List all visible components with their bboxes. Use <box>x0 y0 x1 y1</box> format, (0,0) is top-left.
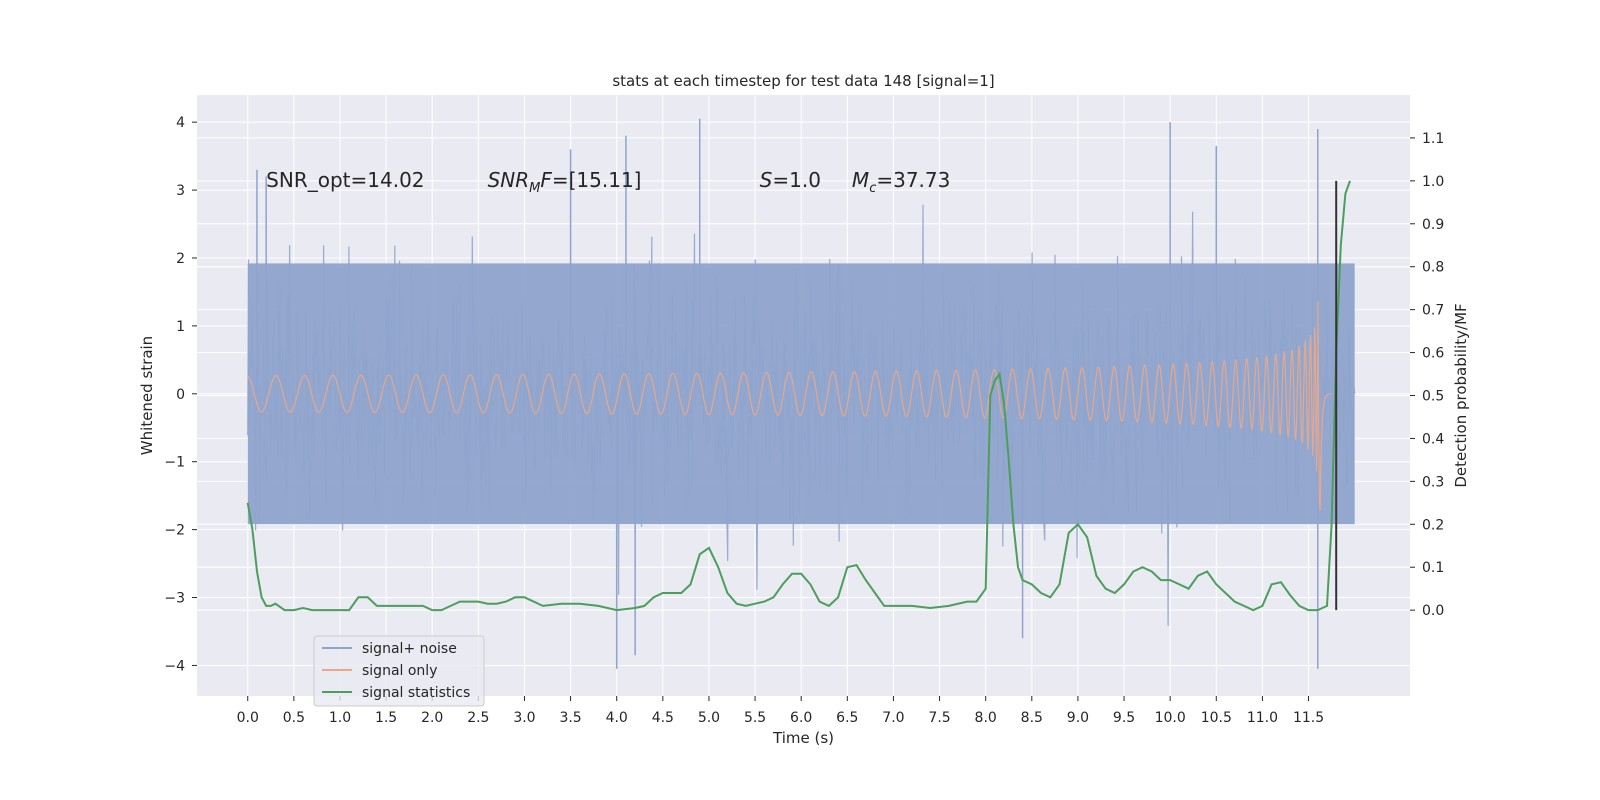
x-tick-label: 5.5 <box>744 710 766 726</box>
x-tick-label: 7.5 <box>928 710 950 726</box>
y-tick-label-right: 0.7 <box>1422 303 1444 319</box>
y-tick-label-left: −1 <box>164 455 185 471</box>
y-tick-label-right: 0.3 <box>1422 474 1444 490</box>
y-axis-label-left: Whitened strain <box>138 336 156 455</box>
annotation-s-pre: S <box>760 168 773 192</box>
legend: signal+ noise signal only signal statist… <box>313 635 485 707</box>
x-tick-label: 5.0 <box>698 710 720 726</box>
y-tick-label-left: 4 <box>176 115 185 131</box>
annotation-mc-sub: c <box>869 181 876 196</box>
y-tick-label-right: 0.6 <box>1422 346 1444 362</box>
annotations: SNR_opt=14.02 SNRMF=[15.11] S=1.0 Mc=37.… <box>266 168 950 196</box>
x-tick-label: 3.5 <box>559 710 581 726</box>
x-tick-label: 7.0 <box>882 710 904 726</box>
y-tick-label-left: −4 <box>164 658 185 674</box>
x-tick-label: 10.0 <box>1155 710 1186 726</box>
x-tick-label: 1.0 <box>329 710 351 726</box>
x-tick-label: 8.0 <box>975 710 997 726</box>
x-tick-label: 10.5 <box>1201 710 1232 726</box>
x-tick-label: 0.5 <box>283 710 305 726</box>
annotation-mc-post: =37.73 <box>876 168 950 192</box>
y-axis-label-right: Detection probability/MF <box>1452 303 1470 487</box>
y-tick-label-left: 2 <box>176 251 185 267</box>
y-tick-label-right: 0.5 <box>1422 389 1444 405</box>
annotation-snr-mf-f: F <box>540 168 552 192</box>
x-axis-label: Time (s) <box>772 729 834 747</box>
annotation-mc: Mc=37.73 <box>852 168 950 196</box>
x-tick-label: 6.5 <box>836 710 858 726</box>
series-signal-only-line <box>247 301 1332 511</box>
series-signal-statistics-line <box>246 180 1351 612</box>
x-tick-label: 9.0 <box>1067 710 1089 726</box>
annotation-mc-pre: M <box>852 168 869 192</box>
series-signal-noise-band <box>247 263 1355 525</box>
y-tick-label-right: 0.8 <box>1422 260 1444 276</box>
y-tick-label-right: 1.0 <box>1422 174 1444 190</box>
y-tick-label-left: −3 <box>164 591 185 607</box>
x-tick-label: 8.5 <box>1021 710 1043 726</box>
y-tick-label-left: −2 <box>164 523 185 539</box>
y-tick-label-left: 1 <box>176 319 185 335</box>
y-tick-label-right: 0.0 <box>1422 603 1444 619</box>
annotation-snr-mf: SNRMF=[15.11] <box>488 168 642 196</box>
annotation-snr-opt: SNR_opt=14.02 <box>266 168 424 192</box>
legend-label-signal-statistics: signal statistics <box>362 685 470 701</box>
x-tick-label: 2.0 <box>421 710 443 726</box>
legend-label-signal-only: signal only <box>362 663 437 679</box>
chart-title: stats at each timestep for test data 148… <box>612 72 994 90</box>
x-tick-label: 1.5 <box>375 710 397 726</box>
annotation-s-post: =1.0 <box>772 168 821 192</box>
x-tick-label: 4.0 <box>606 710 628 726</box>
y-tick-label-right: 0.9 <box>1422 217 1444 233</box>
annotation-snr-mf-sub: M <box>529 181 540 196</box>
y-tick-label-right: 1.1 <box>1422 131 1444 147</box>
x-tick-label: 11.0 <box>1247 710 1278 726</box>
x-tick-label: 3.0 <box>513 710 535 726</box>
y-tick-label-left: 3 <box>176 183 185 199</box>
x-tick-label: 9.5 <box>1113 710 1135 726</box>
legend-label-signal-noise: signal+ noise <box>362 641 457 657</box>
y-tick-label-right: 0.2 <box>1422 517 1444 533</box>
x-tick-label: 11.5 <box>1293 710 1324 726</box>
annotation-snr-mf-value: =[15.11] <box>552 168 642 192</box>
y-tick-label-right: 0.1 <box>1422 560 1444 576</box>
axes-layer: 0.0 0.5 1.0 1.5 2.0 2.5 3.0 3.5 4.0 4.5 5.0 5.5 6.0 6… <box>164 115 1444 726</box>
x-tick-label: 2.5 <box>467 710 489 726</box>
x-tick-label: 6.0 <box>790 710 812 726</box>
y-tick-label-left: 0 <box>176 387 185 403</box>
annotation-snr-mf-pre: SNR <box>488 168 530 192</box>
x-tick-label: 4.5 <box>652 710 674 726</box>
x-tick-label: 0.0 <box>237 710 259 726</box>
series-layer <box>246 118 1356 669</box>
legend-box <box>313 635 485 707</box>
annotation-s: S=1.0 <box>760 168 821 192</box>
y-tick-label-right: 0.4 <box>1422 431 1444 447</box>
